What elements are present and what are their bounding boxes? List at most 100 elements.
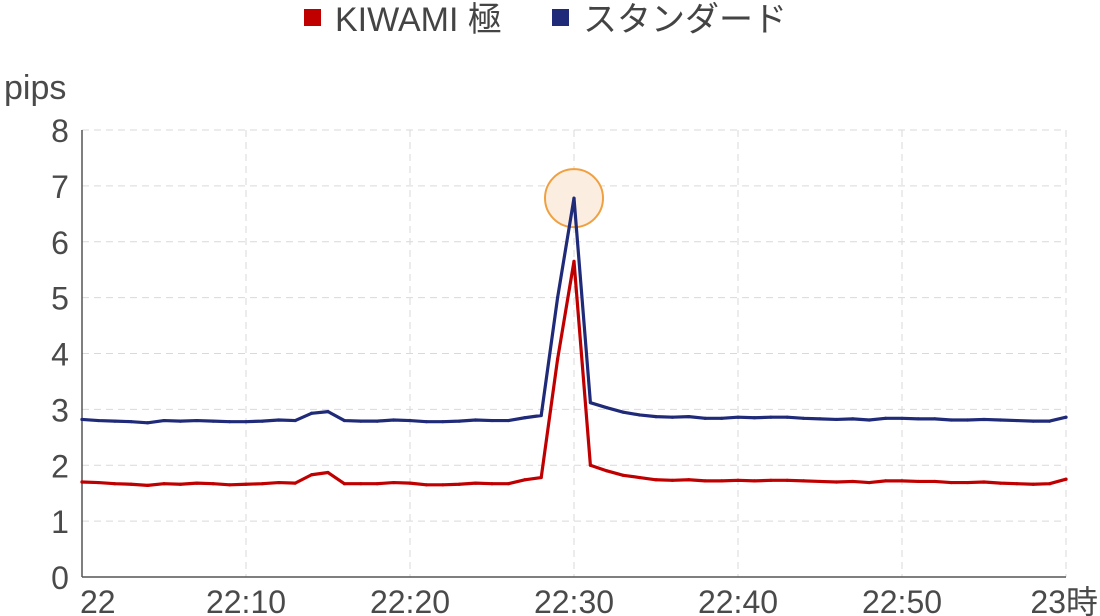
series-2 bbox=[80, 196, 1068, 425]
data-point bbox=[785, 415, 789, 419]
data-point bbox=[359, 419, 363, 423]
chart-series bbox=[80, 196, 1068, 487]
data-point bbox=[96, 418, 100, 423]
data-point bbox=[392, 480, 396, 485]
data-point bbox=[490, 482, 494, 486]
data-point bbox=[572, 196, 576, 200]
data-point bbox=[687, 478, 691, 482]
x-tick-label: 22:30 bbox=[534, 584, 614, 616]
data-point bbox=[424, 483, 428, 487]
data-point bbox=[146, 421, 150, 425]
x-tick-label: 22:20 bbox=[370, 584, 450, 616]
data-point bbox=[457, 419, 461, 423]
data-point bbox=[195, 418, 199, 423]
data-point bbox=[80, 417, 84, 422]
data-point bbox=[1064, 477, 1068, 481]
legend-swatch bbox=[304, 9, 321, 26]
data-point bbox=[129, 482, 133, 486]
data-point bbox=[228, 420, 232, 424]
data-point bbox=[375, 419, 379, 423]
data-point bbox=[228, 483, 232, 487]
data-point bbox=[851, 417, 855, 421]
data-point bbox=[506, 482, 510, 486]
y-tick-label: 2 bbox=[51, 448, 69, 484]
y-tick-label: 4 bbox=[51, 337, 69, 373]
data-point bbox=[998, 418, 1003, 422]
data-point bbox=[1048, 482, 1052, 486]
data-point bbox=[424, 420, 428, 424]
data-point bbox=[670, 478, 675, 482]
data-point bbox=[867, 480, 871, 485]
data-point bbox=[588, 401, 593, 405]
data-point bbox=[834, 480, 839, 484]
data-point bbox=[949, 480, 953, 485]
data-point bbox=[539, 413, 543, 418]
data-point bbox=[818, 479, 822, 484]
data-point bbox=[162, 482, 166, 486]
data-point bbox=[654, 478, 658, 482]
data-point bbox=[785, 478, 789, 482]
data-point bbox=[277, 480, 281, 485]
data-point bbox=[342, 482, 346, 486]
data-point bbox=[113, 419, 117, 423]
data-point bbox=[310, 411, 314, 415]
data-point bbox=[687, 415, 691, 419]
x-tick-label: 22:50 bbox=[862, 584, 942, 616]
data-point bbox=[211, 482, 215, 486]
x-tick-label: 23時 bbox=[1030, 584, 1098, 616]
data-point bbox=[392, 418, 396, 422]
data-point bbox=[556, 296, 560, 300]
y-tick-label: 8 bbox=[51, 113, 69, 149]
data-point bbox=[572, 259, 576, 263]
data-point bbox=[162, 418, 166, 423]
data-point bbox=[670, 415, 675, 419]
data-point bbox=[342, 418, 346, 423]
data-point bbox=[1015, 418, 1019, 423]
legend-label: KIWAMI 極 bbox=[335, 1, 502, 39]
data-point bbox=[539, 475, 543, 480]
data-point bbox=[851, 479, 855, 484]
data-point bbox=[310, 473, 314, 477]
data-point bbox=[621, 410, 625, 414]
data-point bbox=[1048, 419, 1052, 423]
data-point bbox=[506, 418, 510, 423]
data-point bbox=[638, 475, 642, 480]
y-tick-label: 0 bbox=[51, 560, 69, 596]
data-point bbox=[884, 416, 888, 420]
data-point bbox=[293, 418, 297, 423]
data-point bbox=[736, 478, 740, 482]
data-point bbox=[818, 417, 822, 421]
data-point bbox=[375, 482, 379, 486]
data-point bbox=[900, 416, 904, 420]
data-point bbox=[359, 482, 363, 486]
data-point bbox=[1031, 482, 1035, 486]
x-axis-ticks: 22 22:10 22:20 22:30 22:40 22:50 23時 bbox=[80, 584, 1098, 616]
data-point bbox=[113, 482, 117, 486]
data-point bbox=[769, 415, 773, 419]
data-point bbox=[802, 416, 806, 420]
data-point bbox=[523, 416, 527, 420]
data-point bbox=[916, 479, 921, 484]
data-point bbox=[129, 420, 133, 424]
y-axis-label: pips bbox=[4, 69, 66, 107]
data-point bbox=[834, 417, 839, 422]
y-tick-label: 5 bbox=[51, 281, 69, 317]
data-point bbox=[1031, 419, 1035, 423]
data-point bbox=[654, 415, 658, 419]
x-tick-label: 22:10 bbox=[206, 584, 286, 616]
data-point bbox=[703, 416, 707, 420]
data-point bbox=[588, 463, 593, 467]
data-point bbox=[982, 480, 986, 484]
data-point bbox=[195, 481, 199, 485]
data-point bbox=[293, 481, 297, 485]
data-point bbox=[752, 479, 757, 483]
data-point bbox=[621, 473, 625, 477]
legend-item: スタンダード bbox=[552, 1, 787, 39]
data-point bbox=[441, 483, 445, 487]
chart-axes bbox=[81, 130, 1066, 578]
data-point bbox=[867, 418, 871, 422]
data-point bbox=[1064, 415, 1068, 419]
data-point bbox=[80, 480, 84, 484]
data-point bbox=[933, 479, 937, 484]
